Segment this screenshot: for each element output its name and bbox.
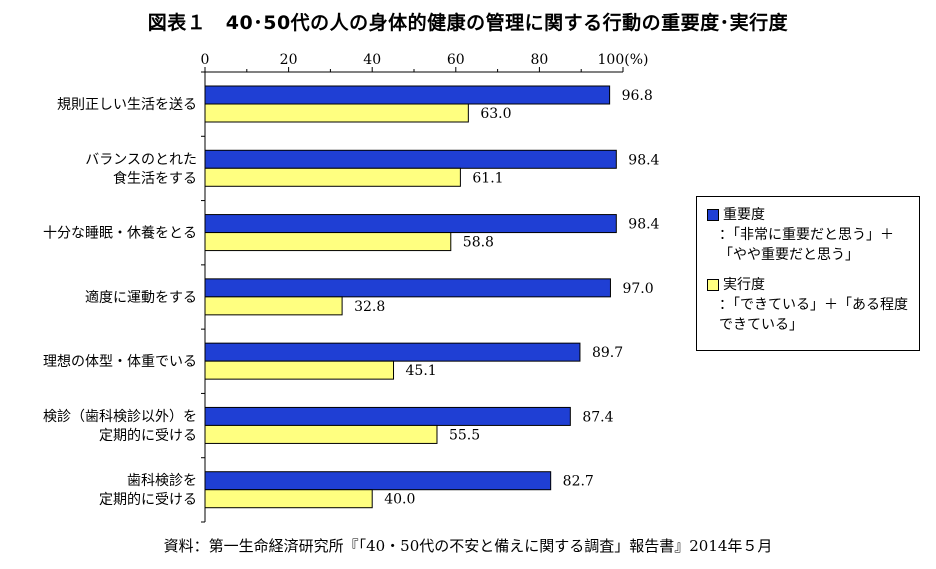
x-tick-label: 0 [201, 52, 210, 68]
data-label-execution: 55.5 [449, 427, 480, 443]
category-label-line: 定期的に受ける [99, 492, 197, 508]
category-label-line: 食生活をする [113, 170, 197, 187]
bar-execution [204, 232, 452, 252]
chart-title: 図表１ 40･50代の人の身体的健康の管理に関する行動の重要度･実行度 [147, 12, 789, 34]
data-label-execution: 58.8 [463, 235, 494, 251]
bar-importance [204, 214, 617, 234]
category-label-line: 十分な睡眠・休養をとる [43, 225, 197, 242]
category-label-line: 適度に運動をする [85, 289, 197, 306]
category-label: 理想の体型・体重でいる [43, 354, 197, 370]
category-label: 十分な睡眠・休養をとる [43, 225, 197, 242]
category-label-line: 規則正しい生活を送る [57, 97, 197, 113]
legend-desc-execution: ：「できている」＋「ある程度 できている」 [719, 297, 908, 333]
bar-execution [204, 103, 469, 123]
data-label-importance: 97.0 [622, 281, 653, 297]
category-label: 適度に運動をする [85, 289, 197, 306]
legend-label-importance: 重要度 [723, 207, 765, 223]
legend-desc-importance: ：「非常に重要だと思う」＋ 「やや重要だと思う」 [719, 227, 894, 263]
bar-importance [204, 85, 611, 105]
data-label-execution: 45.1 [406, 363, 437, 379]
data-label-execution: 32.8 [354, 299, 385, 315]
legend-item-execution: 実行度 ：「できている」＋「ある程度 できている」 [707, 275, 911, 335]
legend-swatch-importance [707, 209, 719, 221]
bar-execution [204, 489, 373, 509]
legend: 重要度 ：「非常に重要だと思う」＋ 「やや重要だと思う」 実行度 ：「できている… [696, 196, 920, 351]
x-tick-label: 100(%) [598, 52, 649, 68]
data-label-execution: 63.0 [480, 106, 511, 122]
category-label: 規則正しい生活を送る [57, 97, 197, 113]
data-label-execution: 61.1 [472, 170, 503, 186]
category-label-line: バランスのとれた [85, 152, 197, 168]
legend-swatch-execution [707, 279, 719, 291]
category-label-line: 歯科検診を [127, 473, 197, 489]
bar-execution [204, 296, 343, 316]
x-tick-label: 60 [447, 52, 465, 68]
data-label-importance: 98.4 [628, 152, 659, 168]
category-label-line: 理想の体型・体重でいる [43, 354, 197, 370]
category-label: 検診（歯科検診以外）を定期的に受ける [43, 409, 197, 444]
data-label-importance: 89.7 [592, 345, 623, 361]
x-tick-label: 40 [363, 52, 381, 68]
category-label: 歯科検診を定期的に受ける [99, 473, 197, 508]
bar-execution [204, 167, 461, 187]
bar-execution [204, 424, 438, 444]
x-tick-label: 20 [280, 52, 298, 68]
legend-label-execution: 実行度 [723, 277, 765, 293]
data-label-importance: 82.7 [563, 474, 594, 490]
bar-importance [204, 342, 581, 362]
data-label-execution: 40.0 [384, 492, 415, 508]
bar-importance [204, 278, 611, 298]
category-label: バランスのとれた食生活をする [85, 152, 197, 187]
bar-importance [204, 471, 552, 491]
bar-importance [204, 406, 571, 426]
data-label-importance: 87.4 [582, 409, 613, 425]
x-tick-label: 80 [530, 52, 548, 68]
data-label-importance: 98.4 [628, 217, 659, 233]
category-label-line: 定期的に受ける [99, 428, 197, 444]
data-label-importance: 96.8 [622, 88, 653, 104]
bar-importance [204, 149, 617, 169]
legend-item-importance: 重要度 ：「非常に重要だと思う」＋ 「やや重要だと思う」 [707, 205, 911, 265]
source-note: 資料：第一生命経済研究所『「40・50代の不安と備えに関する調査」報告書』201… [163, 537, 773, 555]
bar-execution [204, 360, 395, 380]
category-label-line: 検診（歯科検診以外）を [43, 409, 197, 425]
